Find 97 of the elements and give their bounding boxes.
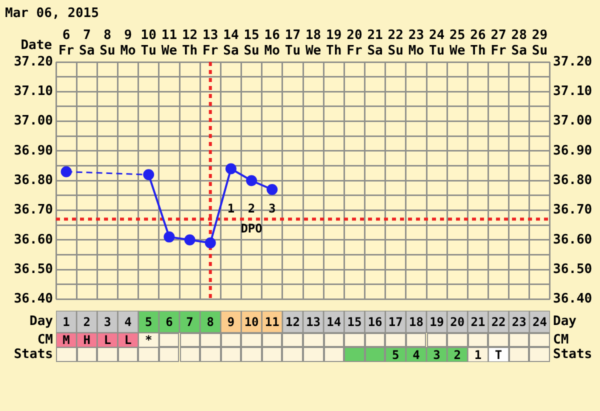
y2-tick-label: 36.60 xyxy=(553,232,592,248)
y2-tick-label: 36.50 xyxy=(553,262,592,277)
y-tick-label: 37.10 xyxy=(14,84,54,100)
text: * xyxy=(145,333,152,348)
x-tick-label: 8 Su xyxy=(100,28,116,59)
point xyxy=(246,175,258,186)
y-tick-label: 37.20 xyxy=(14,54,54,70)
text: 12 xyxy=(285,314,300,329)
point xyxy=(143,169,154,180)
y2-tick-label: Stats xyxy=(553,347,592,362)
text: L xyxy=(104,333,112,348)
text: H xyxy=(83,333,90,348)
x-tick-label: 19 Th xyxy=(326,28,342,59)
annotation: DPO xyxy=(240,221,262,236)
text: 8 xyxy=(206,314,214,329)
x-tick-label: 7 Sa xyxy=(79,28,95,59)
y2-tick-label: 37.00 xyxy=(553,114,592,129)
y-tick-label: 36.40 xyxy=(14,292,54,307)
text: 5 xyxy=(392,348,400,362)
x-tick-label: 16 Mo xyxy=(264,28,280,59)
point xyxy=(225,163,236,174)
x-tick-label: 18 We xyxy=(305,28,322,59)
y2-tick-label: CM xyxy=(553,332,569,348)
x-tick-label: 9 Mo xyxy=(120,28,136,59)
text: 2 xyxy=(454,348,461,362)
text: T xyxy=(494,348,502,362)
y2-tick-label: Day xyxy=(553,314,577,330)
x-tick-label: 6 Fr xyxy=(58,28,74,59)
chart-title: Mar 06, 2015 xyxy=(5,6,99,22)
text: 7 xyxy=(186,314,194,329)
text: 11 xyxy=(264,314,280,329)
y-tick-label: 37.00 xyxy=(14,114,54,129)
text: 24 xyxy=(532,314,547,329)
text: 9 xyxy=(227,314,235,329)
point xyxy=(266,184,278,195)
y-tick-label: Stats xyxy=(14,347,53,362)
y-tick-label: CM xyxy=(37,332,54,348)
text: 14 xyxy=(326,314,342,329)
text: 15 xyxy=(347,314,362,329)
y2-tick-label: 36.40 xyxy=(553,292,592,307)
point xyxy=(164,231,175,242)
text: 3 xyxy=(104,314,112,329)
text: 21 xyxy=(470,314,486,329)
annotation: 2 xyxy=(248,201,256,216)
text: 4 xyxy=(124,314,132,329)
y-tick-label: 36.50 xyxy=(14,262,54,277)
text: 3 xyxy=(433,348,440,362)
x-tick-label: 23 Mo xyxy=(408,28,424,59)
text: M xyxy=(62,333,70,348)
text: L xyxy=(124,333,132,348)
text: 6 xyxy=(166,314,173,329)
x-tick-label: 29 Su xyxy=(532,28,548,59)
text: 23 xyxy=(512,314,526,329)
x-tick-label: 22 Su xyxy=(388,28,404,59)
y2-tick-label: 36.70 xyxy=(553,202,592,218)
text: 2 xyxy=(83,314,90,329)
x-tick-label: 11 We xyxy=(161,28,178,59)
x-tick-label: 13 Fr xyxy=(202,28,218,59)
text: 17 xyxy=(388,314,403,329)
y-tick-label: 36.70 xyxy=(14,202,54,218)
text: 4 xyxy=(412,348,420,362)
text: 10 xyxy=(244,314,259,329)
y2-tick-label: 36.80 xyxy=(553,172,592,188)
annotation: 1 xyxy=(227,201,235,216)
text: 5 xyxy=(145,314,152,329)
x-tick-label: 15 Su xyxy=(244,28,260,59)
text: 19 xyxy=(430,314,444,329)
x-tick-label: 10 Tu xyxy=(140,28,157,59)
point xyxy=(204,237,216,248)
x-tick-label: 27 Fr xyxy=(490,28,507,59)
text: 1 xyxy=(62,314,70,329)
y-tick-label: Day xyxy=(30,314,54,330)
text: 20 xyxy=(450,314,465,329)
y-tick-label: 36.90 xyxy=(14,143,54,158)
x-tick-label: 25 We xyxy=(450,28,466,59)
annotation: 3 xyxy=(268,201,276,216)
x-tick-label: 20 Fr xyxy=(346,28,362,59)
y2-tick-label: 36.90 xyxy=(553,143,592,158)
text: 16 xyxy=(368,314,382,329)
y2-tick-label: 37.10 xyxy=(553,84,592,100)
text: 18 xyxy=(408,314,424,329)
text: 22 xyxy=(491,314,506,329)
x-tick-label: 26 Th xyxy=(470,28,486,59)
text: 1 xyxy=(474,348,482,362)
x-tick-label: 14 Sa xyxy=(223,28,239,59)
text: 13 xyxy=(306,314,321,329)
y-tick-label: 36.80 xyxy=(14,172,54,188)
x-tick-label: 12 Th xyxy=(182,28,198,59)
point xyxy=(60,166,72,178)
x-axis-title: Date xyxy=(20,38,52,54)
point xyxy=(184,234,196,246)
y2-tick-label: 37.20 xyxy=(553,54,592,70)
x-tick-label: 24 Tu xyxy=(428,28,445,59)
y-tick-label: 36.60 xyxy=(14,232,54,248)
x-tick-label: 28 Sa xyxy=(511,28,528,59)
x-tick-label: 21 Sa xyxy=(367,28,384,59)
x-tick-label: 17 Tu xyxy=(284,28,301,59)
